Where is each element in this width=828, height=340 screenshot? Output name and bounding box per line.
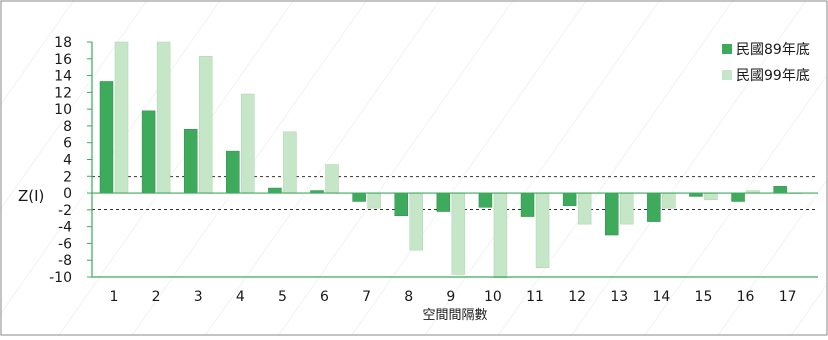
bar-s2-4 [241,93,255,194]
bar-s2-2 [156,41,171,194]
bar-s1-16 [731,192,745,202]
bar-s1-2 [141,110,156,194]
bar-s1-7 [352,192,366,202]
y-tick-label: 0 [63,186,72,202]
x-tick-label: 14 [652,289,670,305]
bar-s1-8 [394,192,408,216]
bar-s2-5 [283,131,297,194]
y-tick-label: 14 [54,69,72,85]
bar-s2-15 [704,192,718,201]
bar-s2-11 [535,192,550,269]
x-tick-label: 11 [526,289,544,305]
bar-s1-9 [436,192,451,212]
x-tick-label: 17 [779,289,797,305]
bar-s1-1 [99,81,114,194]
bar-s1-12 [562,192,577,206]
x-tick-label: 3 [194,289,203,305]
x-tick-label: 12 [568,289,586,305]
y-tick-label: -10 [49,270,72,286]
bar-s1-14 [647,192,661,222]
bar-s2-7 [367,192,381,209]
bar-s2-14 [662,192,676,209]
y-tick-label: 12 [54,85,72,101]
bar-s2-12 [577,192,592,225]
legend-swatch-89 [722,44,732,54]
x-tick-label: 7 [362,289,371,305]
y-axis-title: Z(I) [18,187,44,205]
bar-s2-3 [198,56,213,194]
y-tick-label: 8 [63,119,72,135]
bar-s2-13 [619,192,634,225]
bar-s1-13 [604,192,619,236]
x-tick-label: 13 [610,289,628,305]
y-tick-label: -2 [58,203,72,219]
x-tick-label: 10 [484,289,502,305]
bar-s2-6 [325,164,339,194]
x-tick-label: 5 [278,289,287,305]
y-tick-label: 10 [54,102,72,118]
x-tick-label: 1 [110,289,119,305]
bar-s2-1 [114,41,129,194]
bar-s1-11 [520,192,535,217]
x-tick-label: 8 [404,289,413,305]
bar-s1-17 [773,186,787,194]
legend-label-99: 民國99年底 [736,68,810,84]
x-axis-title: 空間間隔數 [422,308,487,323]
legend: 民國89年底 民國99年底 [722,42,810,84]
bar-s2-9 [451,192,466,275]
y-tick-label: 16 [54,52,72,68]
x-tick-label: 2 [152,289,161,305]
y-tick-label: -4 [58,220,72,236]
y-tick-label: -6 [58,236,72,252]
x-tick-label: 6 [320,289,329,305]
legend-label-89: 民國89年底 [736,42,810,58]
x-axis-ticks: 1 2 3 4 5 6 7 8 9 10 11 12 13 14 15 16 17 [110,289,797,305]
bar-s1-4 [226,150,240,194]
bar-s1-5 [268,187,282,194]
bar-s1-3 [183,129,198,194]
x-tick-label: 15 [695,289,713,305]
y-tick-label: 6 [63,136,72,152]
x-tick-label: 4 [236,289,245,305]
y-tick-label: 2 [63,169,72,185]
x-tick-label: 9 [446,289,455,305]
x-tick-label: 16 [737,289,755,305]
legend-swatch-99 [722,70,732,80]
y-tick-label: 4 [63,153,72,169]
axes [91,42,818,278]
bar-s2-10 [493,192,508,279]
bar-series [99,41,802,279]
y-tick-label: 18 [54,35,72,51]
y-tick-label: -8 [58,253,72,269]
bar-s1-10 [478,192,493,208]
bar-s2-8 [409,192,423,251]
